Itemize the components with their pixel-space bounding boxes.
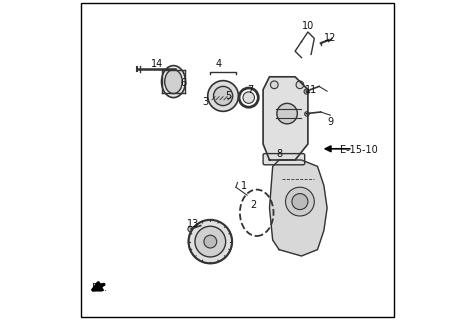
- Text: 1: 1: [241, 180, 247, 191]
- Text: 6: 6: [180, 78, 186, 88]
- Text: 9: 9: [327, 116, 333, 127]
- Circle shape: [213, 86, 233, 106]
- Circle shape: [277, 103, 297, 124]
- Circle shape: [296, 81, 304, 89]
- Polygon shape: [269, 160, 327, 256]
- Circle shape: [270, 81, 278, 89]
- Text: 4: 4: [215, 59, 221, 69]
- Circle shape: [188, 227, 193, 232]
- Circle shape: [292, 194, 308, 210]
- Circle shape: [208, 81, 238, 111]
- Circle shape: [304, 89, 309, 94]
- Circle shape: [243, 92, 255, 103]
- Text: FR.: FR.: [92, 283, 107, 293]
- Ellipse shape: [165, 70, 182, 94]
- Text: 11: 11: [305, 84, 317, 95]
- Circle shape: [304, 112, 309, 116]
- Text: 12: 12: [324, 33, 336, 44]
- FancyBboxPatch shape: [263, 154, 304, 165]
- Circle shape: [285, 187, 314, 216]
- Circle shape: [189, 220, 232, 263]
- Circle shape: [195, 226, 226, 257]
- Circle shape: [204, 235, 217, 248]
- Ellipse shape: [162, 66, 186, 98]
- Polygon shape: [263, 77, 308, 160]
- Text: 13: 13: [187, 219, 199, 229]
- Text: E-15-10: E-15-10: [340, 145, 378, 156]
- Text: 3: 3: [202, 97, 209, 108]
- Text: 10: 10: [302, 20, 314, 31]
- Text: 2: 2: [250, 200, 256, 210]
- Text: 7: 7: [247, 84, 254, 95]
- Text: 5: 5: [225, 91, 231, 101]
- Text: 14: 14: [152, 59, 163, 69]
- Text: 8: 8: [276, 148, 282, 159]
